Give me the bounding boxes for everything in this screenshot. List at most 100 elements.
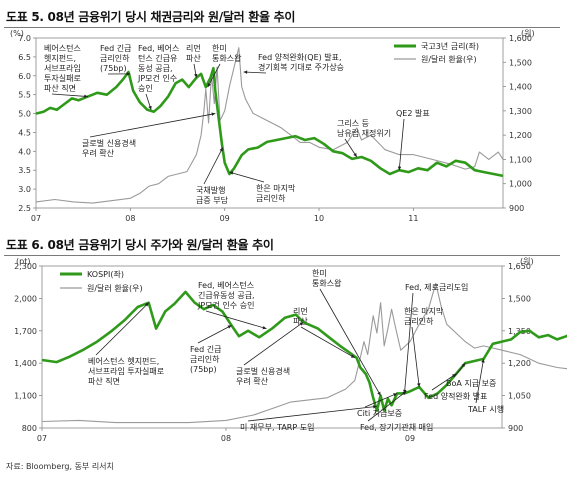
annotation-arrowhead (219, 147, 223, 152)
right-tick-label: 900 (509, 204, 524, 213)
annotation-arrowhead (144, 302, 149, 307)
annotation-arrow (205, 310, 267, 330)
annotation-arrowhead (403, 389, 407, 394)
annotation-text: 서브프라임 (44, 64, 81, 73)
annotation-text: 파산 직면 (44, 83, 76, 93)
annotation-text: 미 재무부, TARP 도입 (240, 423, 314, 432)
left-tick-label: 5.0 (18, 110, 31, 119)
annotation-arrow (398, 118, 405, 171)
left-tick-label: 5.5 (18, 91, 31, 100)
annotation-arrowhead (148, 105, 152, 110)
annotation-arrow (319, 288, 381, 396)
annotation-arrowhead (126, 72, 131, 76)
annotation-arrow (243, 321, 304, 366)
annotation-text: 우려 확산 (236, 376, 269, 386)
left-tick-label: 6.5 (18, 53, 31, 62)
x-tick-label: 07 (31, 214, 41, 223)
annotation-text: Fed, 베어스턴스 (198, 280, 254, 290)
right-tick-label: 1,200 (509, 131, 532, 140)
annotation-text: 파산 직면 (88, 376, 120, 386)
annotation: 미 재무부, TARP 도입 (240, 405, 377, 432)
annotation-text: 국채발행 (196, 185, 225, 195)
annotation-arrowhead (299, 322, 304, 326)
annotation-text: 경기회복 기대로 주가상승 (258, 62, 344, 72)
chart-svg: (%) (원) 7.0 6.5 6.0 5.5 5.0 4.5 4.0 3.5 3.0 2.5 1,60… (10, 29, 535, 223)
annotation-arrowhead (227, 325, 232, 329)
annotation-arrow (197, 325, 232, 344)
annotation-arrowhead (373, 405, 377, 409)
annotation-text: 한은 마지막 (404, 306, 444, 316)
annotation-arrow (51, 93, 88, 97)
annotation-arrow (203, 147, 224, 185)
annotation-text: 턴스 긴급유 (138, 53, 177, 63)
right-tick-label: 1,300 (509, 107, 532, 116)
annotation-text: 금리인하 (190, 354, 220, 364)
annotation: Citi 지급보증 (357, 393, 402, 418)
annotation-arrowhead (452, 374, 456, 378)
annotation-arrowhead (207, 83, 211, 88)
annotation-text: 서브프라임 투자실패로 (88, 366, 164, 376)
annotation-arrow (404, 292, 414, 394)
annotation: QE2 발표 (396, 108, 430, 171)
left-tick-label: 4.5 (18, 128, 31, 137)
chart-title-kospi-fx: 도표 6. 08년 금융위기 당시 주가와 원/달러 환율 추이 (6, 238, 274, 252)
title-divider (4, 27, 560, 28)
annotation-text: 투자실패로 (44, 73, 81, 83)
annotation-text: 승인 (138, 83, 153, 93)
annotation: TALF 시행 (467, 358, 504, 414)
annotation: BoA 지급 보증 (446, 362, 496, 388)
chart-title-bond-fx: 도표 5. 08년 금융위기 당시 채권금리와 원/달러 환율 추이 (6, 10, 296, 24)
left-tick-label: 3.0 (18, 185, 31, 194)
annotation-text: (75bp) (190, 365, 217, 374)
secondary-series-line (35, 47, 504, 204)
plot-frame (41, 265, 503, 429)
annotation: Fed, 제로금리도입 (403, 283, 468, 394)
secondary-series-line (41, 282, 567, 424)
annotation-text: Fed 양적완화(QE) 발표, (258, 52, 342, 62)
annotation-text: 금리인하 (100, 53, 130, 63)
annotation-arrowhead (229, 171, 234, 175)
annotation-text: 글로벌 신용경색 (82, 138, 136, 148)
annotation-text: 파산 (293, 316, 308, 326)
annotation-text: Citi 지급보증 (357, 409, 402, 418)
annotation-text: JP모건 인수 (137, 73, 177, 83)
annotation-text: 긴급유동성 공급, (198, 290, 255, 300)
annotation-arrowhead (461, 363, 466, 368)
annotation-arrow (243, 71, 267, 74)
right-tick-label: 1,050 (508, 392, 531, 401)
chart-svg: (pt) (원) 2,300 2,000 1,700 1,400 1,100 800 1,650… (14, 257, 567, 443)
x-tick-label: 09 (220, 214, 230, 223)
annotation-arrowhead (243, 70, 248, 74)
annotation-text: 금리인하 (256, 193, 286, 203)
left-axis-unit: (%) (10, 29, 24, 38)
x-tick-label: 07 (37, 434, 47, 443)
left-axis-unit: (pt) (16, 257, 30, 266)
annotation-arrowhead (417, 383, 421, 387)
left-tick-label: 6.0 (18, 72, 31, 81)
right-tick-label: 1,000 (509, 180, 532, 189)
annotation-text: Fed 양적완화 발표 (424, 391, 487, 401)
annotation-text: 통화스왑 (312, 278, 342, 288)
left-tick-label: 7.0 (18, 34, 31, 43)
right-tick-label: 1,400 (509, 83, 532, 92)
left-tick-label: 4.0 (18, 147, 31, 156)
right-tick-label: 1,650 (508, 262, 531, 271)
annotation-text: Fed 긴급 (190, 344, 221, 354)
right-axis-unit: (원) (521, 29, 535, 38)
primary-series-line (41, 290, 567, 412)
annotation-text: 베어스턴스 헷지펀드, (88, 356, 159, 366)
annotation-arrowhead (393, 393, 398, 397)
annotation-text: 한미 (312, 269, 327, 278)
annotation-arrow (475, 358, 484, 404)
